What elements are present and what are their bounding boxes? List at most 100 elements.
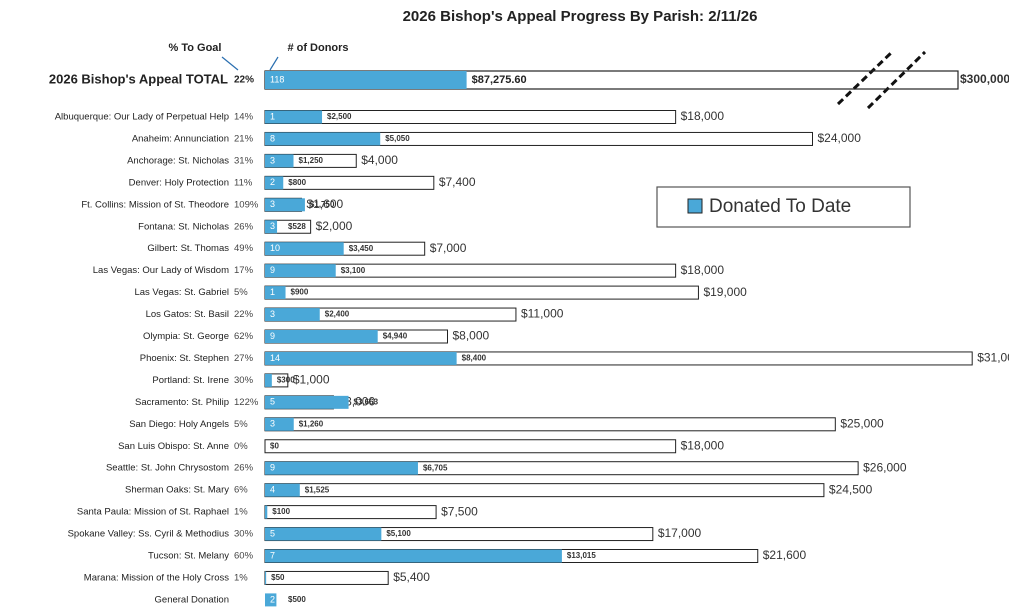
data-label: $1,750 [310,200,335,209]
bar [265,330,378,343]
category-label: Sherman Oaks: St. Mary [125,485,229,496]
percent-label: 109% [234,199,259,210]
bar [265,506,267,519]
category-label: Olympia: St. George [143,331,229,342]
category-label: Las Vegas: Our Lady of Wisdom [93,265,229,276]
percent-label: 6% [234,485,248,496]
donor-count: 3 [270,309,275,319]
category-label: Anaheim: Annunciation [132,133,229,144]
annotation-arrow [270,57,278,70]
goal-label: $18,000 [681,438,725,452]
percent-label: 31% [234,155,254,166]
percent-label: 22% [234,309,254,320]
category-label: Marana: Mission of the Holy Cross [84,572,229,583]
data-label: $1,250 [299,156,324,165]
goal-label: $1,000 [293,373,330,387]
category-label: Ft. Collins: Mission of St. Theodore [81,199,229,210]
bar [265,132,380,145]
category-label: Spokane Valley: Ss. Cyril & Methodius [68,529,230,540]
bar [265,550,562,563]
data-label: $8,400 [462,354,487,363]
goal-bar [265,506,436,519]
category-label: Fontana: St. Nicholas [138,221,229,232]
bar [265,396,349,409]
category-label: San Luis Obispo: St. Anne [118,441,229,452]
percent-label: 5% [234,287,248,298]
donor-count: 5 [270,528,275,538]
data-label: $528 [288,222,306,231]
goal-bar [265,440,676,453]
category-label: Santa Paula: Mission of St. Raphael [77,507,229,518]
data-label: $3,100 [341,266,366,275]
percent-label: 11% [234,177,253,188]
data-label: $13,015 [567,551,596,560]
goal-label: $31,000 [977,351,1009,365]
goal-label: $4,000 [361,153,398,167]
goal-label: $26,000 [863,460,907,474]
percent-label: 30% [234,375,254,386]
data-label: $50 [271,573,285,582]
annotation: % To Goal [169,42,222,54]
legend-label: Donated To Date [709,196,851,217]
percent-label: 49% [234,243,254,254]
donor-count: 9 [270,331,275,341]
data-label: $1,525 [305,485,330,494]
donor-count: 118 [270,74,284,84]
bar [265,528,381,541]
data-label: $87,275.60 [472,74,527,86]
donor-count: 1 [270,287,275,297]
axis-break [838,52,925,108]
data-label: $100 [272,507,290,516]
percent-label: 21% [234,133,254,144]
bar [265,71,467,89]
donor-count: 7 [270,550,275,560]
data-label: $2,400 [325,310,350,319]
data-label: $4,940 [383,332,408,341]
data-label: $3,663 [354,397,379,406]
percent-label: 27% [234,353,254,364]
goal-label: $7,000 [430,241,467,255]
goal-bar [265,286,698,299]
donor-count: 4 [270,485,275,495]
total-label: 2026 Bishop's Appeal TOTAL [49,71,228,86]
goal-label: $19,000 [703,285,747,299]
goal-label: $18,000 [681,263,725,277]
data-label: $800 [288,178,306,187]
donor-count: 3 [270,155,275,165]
donor-count: 3 [270,199,275,209]
category-label: Seattle: St. John Chrysostom [106,463,229,474]
category-label: Albuquerque: Our Lady of Perpetual Help [55,112,229,123]
goal-label: $17,000 [658,526,702,540]
category-label: Phoenix: St. Stephen [140,353,229,364]
bar [265,374,272,387]
percent-label: 30% [234,529,254,540]
bar [265,352,457,365]
legend: Donated To Date [657,187,910,227]
chart-title: 2026 Bishop's Appeal Progress By Parish:… [403,8,758,25]
category-label: Gilbert: St. Thomas [147,243,229,254]
percent-label: 62% [234,331,254,342]
bar [265,264,336,277]
goal-label: $8,000 [453,329,490,343]
donor-count: 3 [270,419,275,429]
goal-label: $11,000 [521,307,564,321]
goal-label: $300,000 [960,72,1009,86]
percent-label: 122% [234,397,259,408]
category-label: Sacramento: St. Philip [135,397,229,408]
donor-count: 3 [270,221,275,231]
data-label: $5,100 [386,529,411,538]
donor-count: 2 [270,594,275,604]
data-label: $3,450 [349,244,374,253]
goal-label: $25,000 [840,416,884,430]
percent-label: 60% [234,551,254,562]
percent-label: 5% [234,419,248,430]
data-label: $1,260 [299,419,324,428]
category-label: Portland: St. Irene [152,375,229,386]
percent-label: 26% [234,463,254,474]
bar [265,571,266,584]
data-label: $300 [277,376,295,385]
donor-count: 5 [270,397,275,407]
data-label: $2,500 [327,112,352,121]
goal-bar [265,484,824,497]
goal-label: $7,400 [439,175,476,189]
